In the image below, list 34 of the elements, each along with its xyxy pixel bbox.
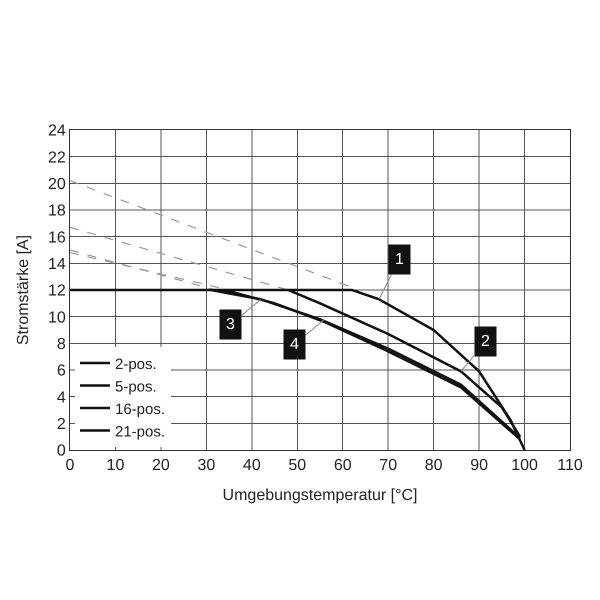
legend-label: 16-pos. <box>115 400 166 418</box>
y-tick-label: 4 <box>56 389 66 406</box>
legend-label: 21-pos. <box>115 423 166 440</box>
x-tick-label: 40 <box>242 457 261 474</box>
y-tick-label: 0 <box>56 442 66 460</box>
y-axis-title: Stromstärke [A] <box>14 234 32 346</box>
y-tick-label: 22 <box>48 149 66 166</box>
x-tick-label: 60 <box>334 457 352 474</box>
x-tick-label: 110 <box>557 457 583 474</box>
x-tick-label: 80 <box>424 457 443 474</box>
y-tick-label: 6 <box>56 362 66 380</box>
x-axis-title: Umgebungstemperatur [°C] <box>222 486 418 504</box>
y-tick-label: 16 <box>48 229 66 246</box>
annotation: 1 <box>395 251 404 268</box>
annotation: 4 <box>290 336 299 353</box>
x-tick-label: 20 <box>152 457 170 474</box>
y-tick-label: 8 <box>56 336 66 353</box>
y-tick-label: 14 <box>48 256 66 273</box>
y-tick-label: 2 <box>56 416 66 433</box>
y-tick-label: 12 <box>48 282 66 300</box>
legend-label: 5-pos. <box>115 378 157 396</box>
annotation: 2 <box>481 333 490 350</box>
y-tick-label: 24 <box>48 122 66 140</box>
x-tick-label: 30 <box>197 457 216 474</box>
legend-label: 2-pos. <box>115 356 157 373</box>
annotation: 3 <box>226 316 235 333</box>
x-tick-label: 90 <box>470 457 488 474</box>
x-tick-label: 50 <box>288 457 306 474</box>
x-tick-label: 100 <box>511 457 538 474</box>
x-tick-label: 10 <box>106 457 124 474</box>
x-tick-label: 70 <box>379 457 398 474</box>
y-tick-label: 18 <box>48 202 66 220</box>
y-tick-label: 10 <box>48 309 66 326</box>
y-tick-label: 20 <box>48 176 66 193</box>
